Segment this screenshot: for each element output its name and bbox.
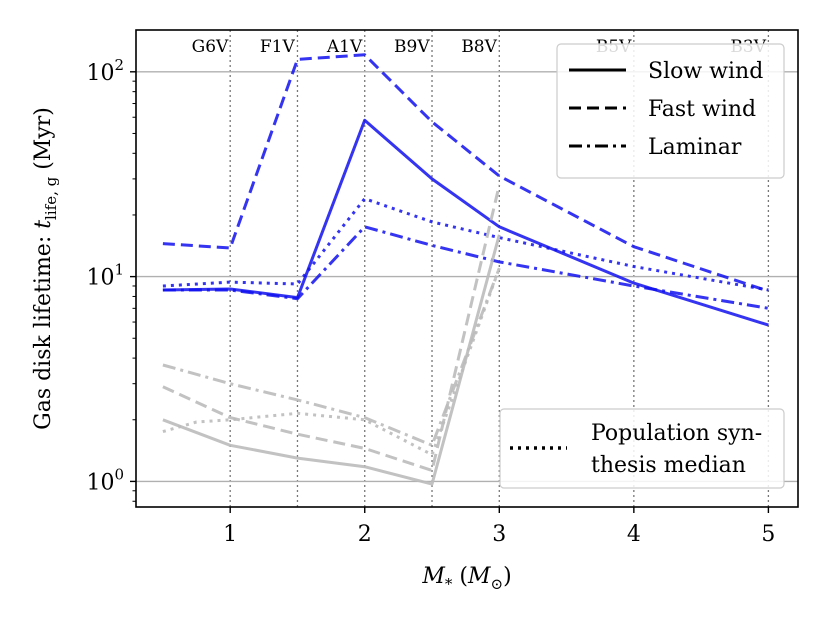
spectral-type-label: A1V: [326, 37, 363, 57]
legend-median-label-line1: Population syn-: [591, 421, 762, 446]
y-axis-ticks: 100 101 102: [86, 56, 136, 502]
spectral-type-label: G6V: [192, 37, 229, 57]
x-axis-ticks: 1 2 3 4 5: [223, 507, 775, 547]
x-tick-label: 2: [358, 522, 372, 547]
series-line-grey-solid: [162, 234, 501, 486]
x-tick-label: 1: [223, 522, 237, 547]
spectral-type-label: B8V: [461, 37, 497, 57]
legend-label: Laminar: [648, 135, 742, 160]
y-axis-label: Gas disk lifetime: tlife, g (Myr): [31, 107, 60, 430]
spectral-type-label: B9V: [394, 37, 430, 57]
series-line-blue-dotted: [162, 197, 769, 292]
series-line-blue-dashed: [162, 53, 769, 293]
spectral-type-label: F1V: [260, 37, 296, 57]
series-line-blue-dashdot: [162, 225, 769, 310]
legend-median-label-line2: thesis median: [591, 453, 746, 478]
x-axis-label: M* (M⊙): [421, 564, 511, 593]
series-line-grey-dashed: [162, 184, 501, 472]
y-tick-label: 101: [86, 261, 124, 291]
x-tick-label: 5: [761, 522, 775, 547]
x-tick-label: 4: [627, 522, 641, 547]
y-tick-label: 100: [86, 465, 124, 495]
series-line-grey-dashdot: [162, 267, 501, 447]
plot-frame: [135, 29, 799, 508]
legend-label: Slow wind: [648, 59, 763, 84]
x-tick-label: 3: [492, 522, 506, 547]
legend-population-median: Population syn-thesis median: [499, 408, 785, 489]
series-line-grey-dotted: [162, 267, 501, 457]
legend-label: Fast wind: [648, 97, 756, 122]
legend-line-styles: Slow wind Fast wind Laminar: [556, 43, 785, 179]
y-tick-label: 102: [86, 56, 124, 86]
legend-median-box: [499, 408, 785, 489]
data-lines: [162, 53, 769, 486]
